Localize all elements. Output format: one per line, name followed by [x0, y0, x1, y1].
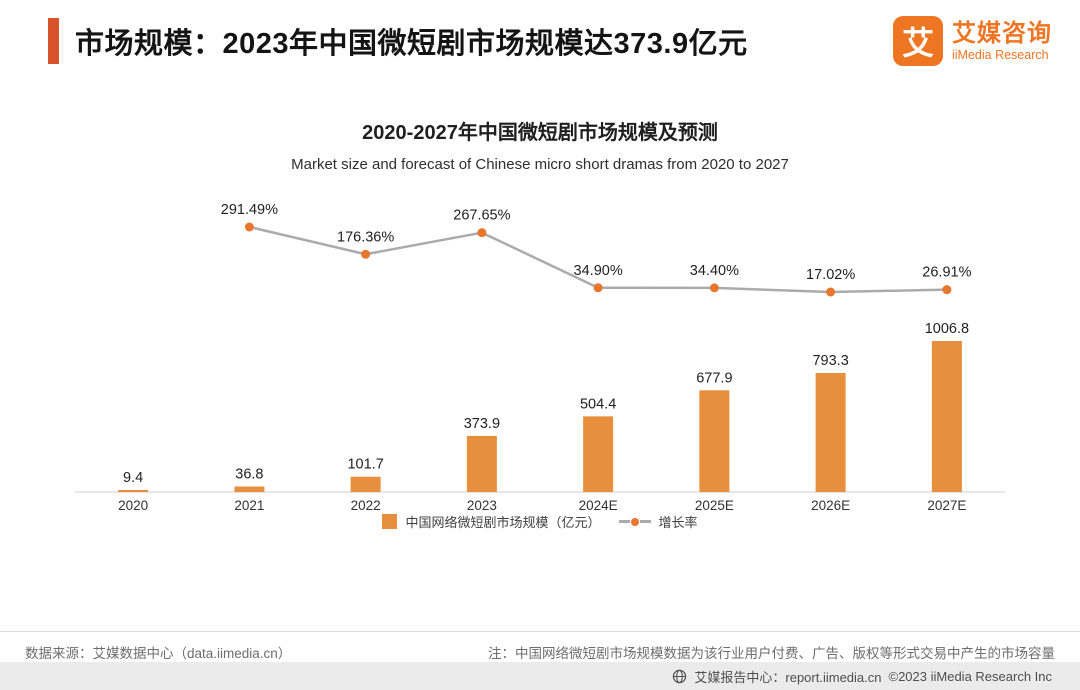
- copyright-text: ©2023 iiMedia Research Inc: [888, 668, 1053, 684]
- bar-value-label: 677.9: [696, 370, 732, 386]
- bar-value-label: 373.9: [464, 416, 500, 432]
- logo-name-en: iiMedia Research: [952, 47, 1049, 62]
- x-tick-label: 2024E: [579, 498, 618, 512]
- x-tick-label: 2020: [118, 498, 148, 512]
- x-tick-label: 2021: [234, 498, 264, 512]
- bar-value-label: 36.8: [235, 466, 263, 482]
- legend-line-swatch: [618, 517, 651, 526]
- accent-bar: [48, 18, 59, 64]
- data-source-text: 数据来源：艾媒数据中心（data.iimedia.cn）: [25, 646, 292, 661]
- growth-dot-2022: [361, 249, 371, 259]
- globe-icon: [673, 669, 687, 683]
- bar-value-label: 793.3: [812, 353, 848, 369]
- growth-value-label: 176.36%: [337, 229, 394, 245]
- x-tick-label: 2027E: [927, 498, 966, 512]
- bar-2027E: [931, 340, 962, 492]
- growth-dot-2024E: [593, 283, 603, 293]
- bar-value-label: 9.4: [123, 470, 143, 486]
- iimedia-logo-icon: 艾: [893, 16, 943, 66]
- header: 市场规模：2023年中国微短剧市场规模达373.9亿元 艾 艾媒咨询 iiMed…: [0, 0, 1080, 66]
- legend-dash: [639, 520, 651, 523]
- page-title: 市场规模：2023年中国微短剧市场规模达373.9亿元: [75, 28, 748, 60]
- growth-value-label: 267.65%: [453, 208, 510, 224]
- growth-dot-2023: [477, 228, 487, 238]
- market-size-chart: 9.4 2020 36.8 2021 101.7 2022 373.9 2023 504.4 20…: [75, 202, 1005, 512]
- bar-2022: [350, 476, 381, 492]
- chart-block: 2020-2027年中国微短剧市场规模及预测 Market size and f…: [0, 116, 1080, 531]
- iimedia-logo: 艾 艾媒咨询 iiMedia Research: [893, 16, 1052, 66]
- bottom-bar: 艾媒报告中心：report.iimedia.cn ©2023 iiMedia R…: [0, 662, 1080, 690]
- logo-name-cn: 艾媒咨询: [952, 20, 1052, 48]
- logo-text: 艾媒咨询 iiMedia Research: [952, 20, 1052, 62]
- growth-dot-2027E: [942, 285, 952, 295]
- growth-value-label: 291.49%: [221, 202, 278, 218]
- x-tick-label: 2025E: [695, 498, 734, 512]
- growth-dot-2025E: [709, 283, 719, 293]
- x-tick-label: 2023: [467, 498, 497, 512]
- bar-2025E: [699, 390, 730, 492]
- footer: 数据来源：艾媒数据中心（data.iimedia.cn） 注：中国网络微短剧市场…: [0, 631, 1080, 662]
- growth-value-label: 34.90%: [574, 263, 623, 279]
- bar-2020: [118, 490, 149, 492]
- bar-2023: [466, 435, 497, 492]
- growth-value-label: 26.91%: [922, 265, 971, 281]
- bar-2021: [234, 486, 265, 492]
- legend-dot: [630, 517, 639, 526]
- x-tick-label: 2026E: [811, 498, 850, 512]
- bar-value-label: 504.4: [580, 396, 616, 412]
- legend-line-label: 增长率: [658, 515, 698, 530]
- bar-value-label: 101.7: [347, 457, 383, 473]
- report-center-text: 艾媒报告中心：report.iimedia.cn: [694, 669, 882, 685]
- bar-2024E: [583, 416, 614, 492]
- legend-bar-swatch: [382, 514, 398, 529]
- footnote-text: 注：中国网络微短剧市场规模数据为该行业用户付费、广告、版权等形式交易中产生的市场…: [488, 646, 1055, 661]
- chart-title: 2020-2027年中国微短剧市场规模及预测: [362, 122, 718, 144]
- chart-legend: 中国网络微短剧市场规模（亿元） 增长率: [0, 512, 1080, 531]
- bar-value-label: 1006.8: [925, 321, 969, 337]
- growth-dot-2021: [244, 222, 254, 232]
- bar-2026E: [815, 373, 846, 492]
- growth-dot-2026E: [826, 287, 836, 297]
- legend-bar-label: 中国网络微短剧市场规模（亿元）: [405, 515, 601, 530]
- legend-dash: [618, 520, 630, 523]
- chart-subtitle: Market size and forecast of Chinese micr…: [291, 156, 789, 173]
- growth-value-label: 17.02%: [806, 267, 855, 283]
- growth-value-label: 34.40%: [690, 263, 739, 279]
- x-tick-label: 2022: [351, 498, 381, 512]
